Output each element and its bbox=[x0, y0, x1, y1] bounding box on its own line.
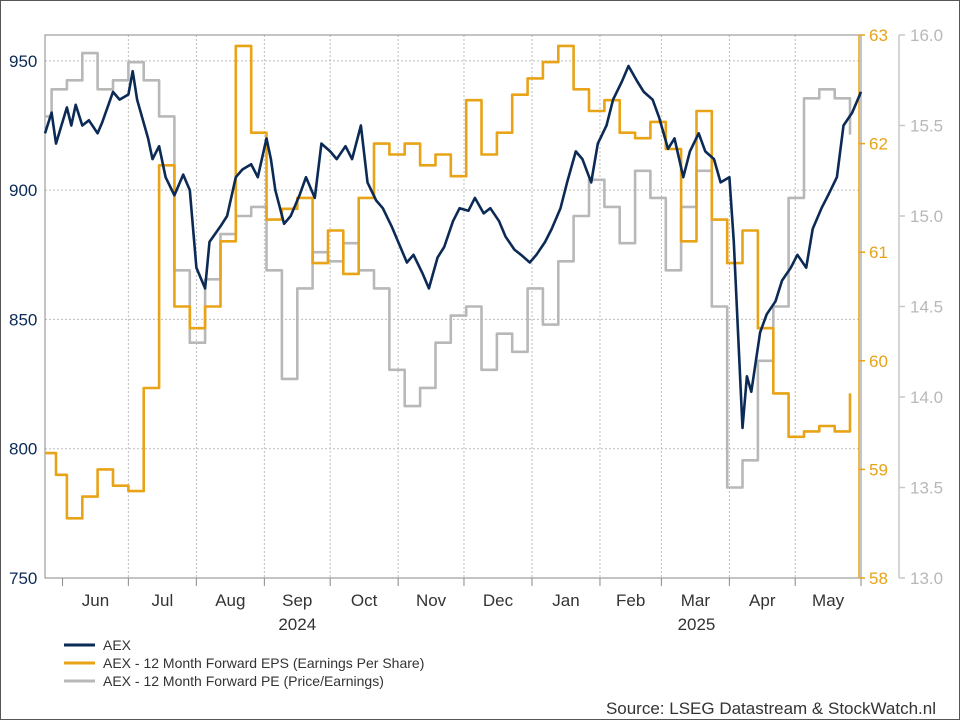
eps-axis-tick-label: 61 bbox=[869, 243, 888, 262]
series-lines bbox=[43, 44, 863, 520]
month-label: Jan bbox=[552, 591, 579, 610]
eps-axis-tick-label: 62 bbox=[869, 135, 888, 154]
pe-axis-tick-label: 16.0 bbox=[910, 26, 943, 45]
month-label: Nov bbox=[416, 591, 447, 610]
pe-axis-tick-label: 13.5 bbox=[910, 479, 943, 498]
eps-axis-tick-label: 63 bbox=[869, 26, 888, 45]
left-axis-tick-label: 750 bbox=[9, 569, 37, 588]
legend-label: AEX - 12 Month Forward PE (Price/Earning… bbox=[103, 673, 384, 689]
month-label: Mar bbox=[681, 591, 711, 610]
eps-axis-tick-label: 58 bbox=[869, 569, 888, 588]
series-line-eps bbox=[45, 44, 852, 520]
month-label: Dec bbox=[483, 591, 514, 610]
year-label: 2024 bbox=[278, 615, 316, 634]
axes bbox=[44, 34, 905, 586]
left-axis-tick-label: 800 bbox=[9, 440, 37, 459]
pe-axis-tick-label: 15.0 bbox=[910, 207, 943, 226]
month-label: Oct bbox=[351, 591, 378, 610]
pe-axis-tick-label: 13.0 bbox=[910, 569, 943, 588]
month-label: Aug bbox=[215, 591, 245, 610]
month-label: Apr bbox=[749, 591, 776, 610]
eps-axis-tick-label: 59 bbox=[869, 460, 888, 479]
pe-axis-tick-label: 14.5 bbox=[910, 298, 943, 317]
source-text: Source: LSEG Datastream & StockWatch.nl bbox=[606, 699, 936, 718]
tick-labels: 750 800 850 900 950 Jun Jul Aug Sep Oct Nov Dec Jan F… bbox=[9, 26, 943, 634]
left-axis-tick-label: 850 bbox=[9, 310, 37, 329]
eps-axis-tick-label: 60 bbox=[869, 352, 888, 371]
month-label: Feb bbox=[616, 591, 645, 610]
legend-label: AEX bbox=[103, 637, 132, 653]
pe-axis-tick-label: 14.0 bbox=[910, 388, 943, 407]
pe-axis-tick-label: 15.5 bbox=[910, 117, 943, 136]
left-axis-tick-label: 950 bbox=[9, 52, 37, 71]
legend-label: AEX - 12 Month Forward EPS (Earnings Per… bbox=[103, 655, 424, 671]
legend: AEX AEX - 12 Month Forward EPS (Earnings … bbox=[64, 637, 424, 689]
month-label: Jul bbox=[151, 591, 173, 610]
plot-border bbox=[44, 34, 862, 579]
year-label: 2025 bbox=[678, 615, 716, 634]
month-label: Jun bbox=[82, 591, 109, 610]
left-axis-tick-label: 900 bbox=[9, 181, 37, 200]
series-line-pe bbox=[45, 51, 852, 489]
month-label: May bbox=[812, 591, 845, 610]
series-line-left bbox=[43, 64, 863, 430]
month-label: Sep bbox=[282, 591, 312, 610]
